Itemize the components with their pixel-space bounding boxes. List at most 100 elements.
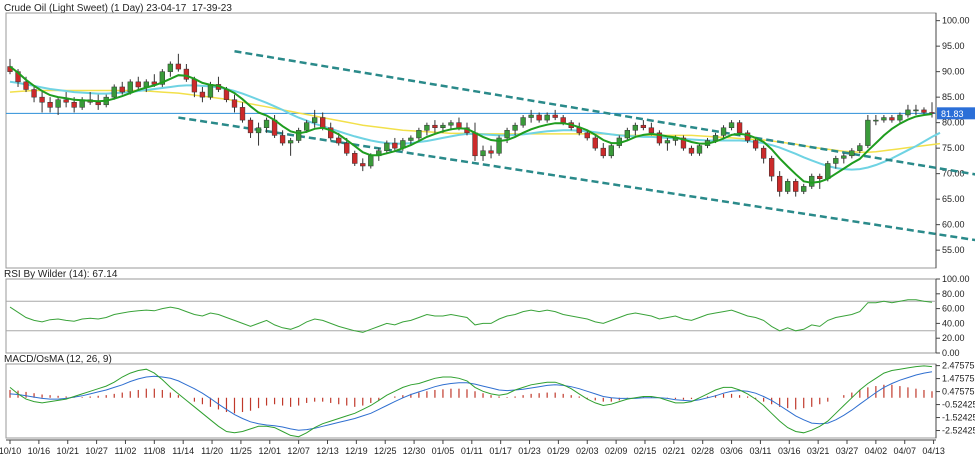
candle-body	[320, 117, 326, 129]
x-tick-label: 01/11	[461, 446, 483, 456]
macd-line	[9, 365, 933, 438]
candle-body	[889, 117, 895, 121]
panel-frame-1	[5, 278, 937, 354]
candle-body	[600, 147, 606, 157]
candle-body	[640, 124, 647, 128]
candle-body	[127, 81, 133, 93]
candle-body	[384, 142, 390, 151]
candle-body	[47, 102, 53, 108]
price-y-tick-label: 65.00	[942, 194, 965, 204]
candle-body	[504, 130, 510, 139]
candle-body	[448, 122, 454, 126]
candle-body	[71, 102, 77, 108]
x-tick-label: 10/10	[0, 446, 21, 456]
price-y-tick-label: 75.00	[942, 143, 965, 153]
rsi-line	[9, 299, 933, 333]
candle-body	[247, 119, 254, 134]
price-panel-title: Crude Oil (Light Sweet) (1 Day) 23-04-17…	[4, 3, 232, 14]
candle-body	[263, 119, 270, 128]
candle-body	[712, 135, 719, 141]
candle-body	[656, 132, 663, 144]
x-tick-label: 11/20	[201, 446, 223, 456]
candle-body	[199, 91, 206, 98]
x-tick-label: 01/17	[489, 446, 512, 456]
candle-body	[841, 155, 847, 159]
candle-body	[857, 145, 863, 151]
rsi-y-tick-label: 20.00	[942, 333, 965, 343]
candle-body	[39, 96, 45, 103]
candle-body	[31, 89, 37, 98]
candle-body	[528, 114, 534, 118]
current-price-tag	[937, 107, 975, 120]
x-tick-label: 12/13	[316, 446, 339, 456]
macd-y-tick-label: 1.47575	[942, 374, 975, 384]
candle-body	[688, 147, 695, 154]
rsi-y-tick-label: 80.00	[942, 289, 965, 299]
x-tick-label: 10/27	[85, 446, 108, 456]
macd-y-tick-label: 0.47575	[942, 387, 975, 397]
x-tick-label: 10/16	[28, 446, 51, 456]
candle-body	[183, 68, 190, 80]
candle-body	[536, 114, 542, 121]
candle-body	[287, 140, 294, 144]
candle-body	[344, 142, 350, 154]
candle-body	[424, 124, 430, 131]
x-tick-label: 04/13	[922, 446, 945, 456]
candle-body	[728, 122, 735, 129]
candle-body	[793, 181, 799, 192]
candle-body	[223, 89, 230, 100]
macd-signal-line	[9, 371, 933, 431]
candle-body	[833, 158, 839, 164]
candle-body	[55, 99, 61, 108]
macd-y-tick-label: -0.52425	[942, 400, 975, 410]
rsi-y-tick-label: 100.00	[942, 274, 970, 284]
price-y-tick-label: 70.00	[942, 169, 965, 179]
candle-body	[648, 127, 655, 134]
x-tick-label: 11/25	[230, 446, 252, 456]
candle-body	[760, 147, 767, 159]
candle-body	[279, 135, 286, 144]
x-tick-label: 01/05	[432, 446, 455, 456]
candle-body	[303, 122, 310, 131]
candle-body	[825, 163, 831, 179]
x-tick-label: 11/02	[115, 446, 137, 456]
candle-body	[520, 117, 526, 126]
price-y-tick-label: 100.00	[942, 16, 970, 26]
rsi-y-tick-label: 0.00	[942, 348, 960, 358]
x-tick-label: 12/07	[287, 446, 310, 456]
candle-body	[913, 109, 919, 112]
candle-body	[881, 117, 887, 121]
candle-body	[768, 158, 775, 177]
candle-body	[231, 99, 238, 108]
x-tick-label: 02/03	[576, 446, 599, 456]
candle-body	[801, 186, 807, 192]
candle-body	[584, 132, 590, 139]
candle-body	[696, 145, 703, 154]
current-price-label: 81.83	[941, 109, 964, 119]
x-tick-label: 03/06	[720, 446, 743, 456]
candle-body	[440, 124, 446, 128]
candle-body	[119, 86, 125, 93]
x-tick-label: 12/01	[259, 446, 282, 456]
candle-body	[295, 130, 302, 141]
panel-frame-0	[5, 12, 937, 269]
candle-body	[352, 153, 358, 164]
x-tick-label: 03/11	[749, 446, 771, 456]
candle-body	[592, 137, 598, 149]
macd-y-tick-label: -1.52425	[942, 413, 975, 423]
candle-body	[135, 81, 141, 88]
x-tick-label: 01/23	[518, 446, 541, 456]
candle-body	[624, 130, 630, 139]
x-tick-label: 03/16	[778, 446, 801, 456]
rsi-y-tick-label: 40.00	[942, 318, 965, 328]
candle-body	[849, 150, 855, 157]
x-tick-label: 03/27	[836, 446, 859, 456]
candle-body	[552, 114, 558, 118]
candle-body	[328, 127, 334, 139]
x-tick-label: 12/19	[345, 446, 368, 456]
x-tick-label: 11/08	[143, 446, 165, 456]
candle-body	[632, 124, 639, 131]
candle-body	[608, 145, 614, 157]
